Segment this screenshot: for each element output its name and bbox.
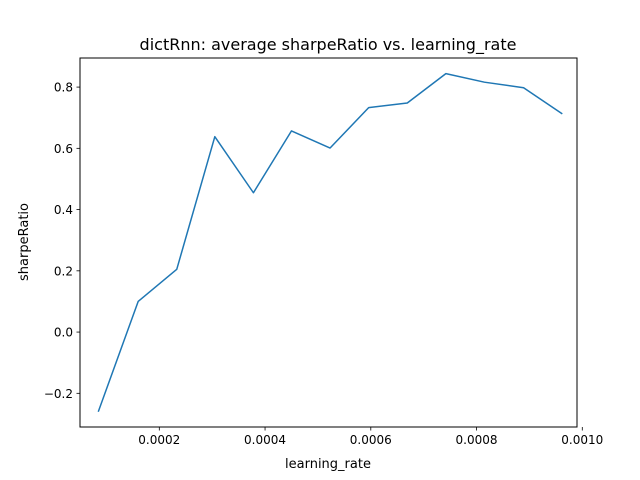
y-tick-label: 0.4 (54, 203, 73, 217)
y-tick-label: 0.2 (54, 264, 73, 278)
series-layer (97, 72, 563, 413)
y-axis: −0.2 0.0 0.2 0.4 0.6 0.8 (44, 81, 80, 401)
y-tick-label: 0.0 (54, 326, 73, 340)
chart-title: dictRnn: average sharpeRatio vs. learnin… (140, 35, 517, 55)
x-axis-label: learning_rate (285, 457, 371, 472)
axes-frame (79, 57, 578, 428)
x-tick-label: 0.0010 (561, 433, 603, 447)
y-tick-label: 0.8 (54, 81, 73, 95)
x-tick-label: 0.0002 (138, 433, 180, 447)
x-tick-label: 0.0008 (456, 433, 498, 447)
x-tick-label: 0.0006 (350, 433, 392, 447)
x-tick-label: 0.0004 (244, 433, 286, 447)
y-tick-label: 0.6 (54, 142, 73, 156)
plot-area: 0.0002 0.0004 0.0006 0.0008 0.0010 −0.2 0.0 0.… (44, 57, 603, 447)
x-axis: 0.0002 0.0004 0.0006 0.0008 0.0010 (138, 427, 603, 447)
y-axis-label: sharpeRatio (17, 203, 32, 281)
plot-background (80, 58, 577, 427)
y-tick-label: −0.2 (44, 387, 73, 401)
